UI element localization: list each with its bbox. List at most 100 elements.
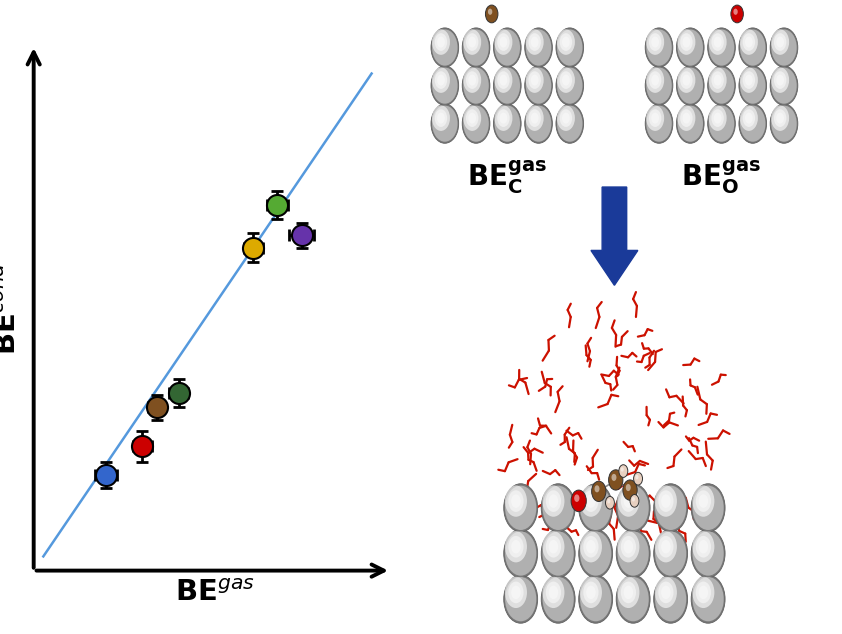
Circle shape [655, 531, 677, 562]
Circle shape [709, 29, 727, 55]
Circle shape [770, 66, 798, 105]
Circle shape [661, 495, 670, 508]
Point [99, 470, 113, 480]
Circle shape [743, 109, 755, 127]
Circle shape [525, 105, 544, 131]
Circle shape [770, 104, 798, 143]
Circle shape [771, 29, 789, 55]
Circle shape [525, 29, 544, 55]
Circle shape [493, 104, 521, 143]
Circle shape [745, 37, 753, 48]
Circle shape [740, 105, 765, 142]
Circle shape [649, 33, 661, 51]
Circle shape [692, 577, 714, 608]
Circle shape [653, 529, 688, 578]
Circle shape [714, 75, 722, 86]
Circle shape [525, 67, 544, 93]
Circle shape [546, 581, 561, 603]
Circle shape [529, 33, 541, 51]
Circle shape [695, 536, 711, 557]
Circle shape [645, 28, 673, 67]
Circle shape [580, 531, 611, 576]
Circle shape [739, 66, 766, 105]
Text: BE$^{cond}$: BE$^{cond}$ [0, 261, 23, 355]
Circle shape [463, 29, 481, 55]
Circle shape [574, 495, 579, 502]
Circle shape [542, 531, 573, 576]
Circle shape [432, 29, 457, 66]
Circle shape [542, 531, 564, 562]
Circle shape [621, 536, 636, 557]
X-axis label: BE$^{gas}$: BE$^{gas}$ [174, 579, 255, 607]
Circle shape [431, 28, 459, 67]
Circle shape [633, 472, 642, 485]
Circle shape [740, 105, 758, 131]
Point [247, 242, 260, 252]
Circle shape [542, 577, 573, 621]
Circle shape [525, 28, 552, 67]
Circle shape [621, 581, 636, 603]
Circle shape [594, 485, 600, 493]
Circle shape [434, 109, 447, 127]
Circle shape [658, 581, 674, 603]
Circle shape [619, 465, 628, 477]
Circle shape [683, 37, 690, 48]
Circle shape [624, 586, 633, 599]
Circle shape [655, 531, 686, 576]
Circle shape [676, 104, 704, 143]
Circle shape [468, 113, 476, 124]
Circle shape [683, 75, 690, 86]
Circle shape [611, 474, 616, 481]
Circle shape [529, 109, 541, 127]
Circle shape [624, 495, 633, 508]
Circle shape [699, 495, 708, 508]
Circle shape [494, 29, 513, 55]
Circle shape [680, 71, 693, 89]
Circle shape [714, 37, 722, 48]
Circle shape [560, 109, 572, 127]
Circle shape [616, 575, 650, 623]
Circle shape [678, 105, 695, 131]
Circle shape [437, 37, 445, 48]
Circle shape [707, 66, 735, 105]
Circle shape [653, 575, 688, 623]
Circle shape [649, 71, 661, 89]
Circle shape [676, 66, 704, 105]
Circle shape [731, 5, 743, 23]
Circle shape [432, 67, 457, 104]
Circle shape [617, 531, 639, 562]
Circle shape [432, 105, 457, 142]
Circle shape [711, 71, 724, 89]
Circle shape [695, 490, 711, 512]
Circle shape [556, 104, 584, 143]
Circle shape [609, 470, 623, 490]
Circle shape [494, 67, 513, 93]
Circle shape [630, 495, 639, 507]
Circle shape [653, 484, 688, 532]
Circle shape [692, 531, 724, 576]
Circle shape [493, 28, 521, 67]
Circle shape [740, 29, 765, 66]
Circle shape [505, 577, 536, 621]
Circle shape [709, 67, 734, 104]
Circle shape [646, 29, 664, 55]
Circle shape [494, 105, 520, 142]
Circle shape [774, 71, 786, 89]
Circle shape [541, 484, 575, 532]
Circle shape [651, 113, 659, 124]
Point [150, 402, 163, 412]
Circle shape [468, 75, 476, 86]
Circle shape [509, 536, 524, 557]
Circle shape [504, 575, 538, 623]
Circle shape [499, 37, 507, 48]
Circle shape [586, 586, 595, 599]
Circle shape [646, 67, 664, 93]
Circle shape [678, 67, 703, 104]
Circle shape [525, 66, 552, 105]
Circle shape [562, 75, 570, 86]
Circle shape [709, 67, 727, 93]
Circle shape [525, 104, 552, 143]
Circle shape [466, 71, 478, 89]
Circle shape [592, 481, 606, 501]
Point [295, 230, 308, 240]
